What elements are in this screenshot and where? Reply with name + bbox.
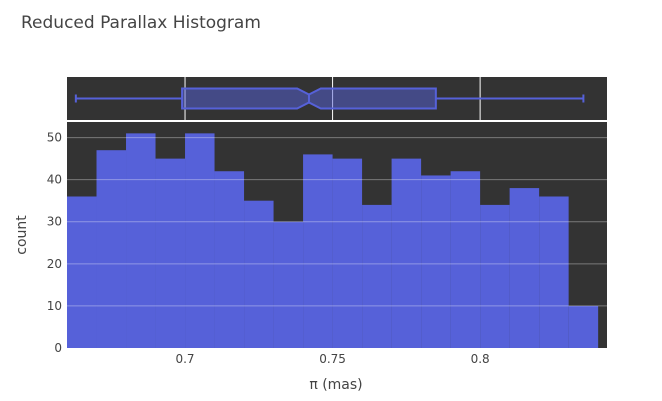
y-tick-label: 10	[47, 299, 62, 313]
histogram-bar	[126, 133, 156, 348]
y-tick-label: 30	[47, 215, 62, 229]
histogram-bar	[450, 171, 481, 348]
x-tick-label: 0.7	[175, 352, 194, 366]
x-axis-ticks: 0.7 0.75 0.8	[175, 352, 489, 366]
histogram-bar	[273, 221, 304, 348]
x-axis-title: π (mas)	[309, 377, 362, 393]
chart-title: Reduced Parallax Histogram	[21, 13, 261, 33]
histogram-bars	[67, 133, 599, 348]
histogram-panel: 0 10 20 30 40 50 0.7 0.75 0.8	[47, 122, 607, 366]
x-tick-label: 0.75	[319, 352, 346, 366]
histogram-bar	[214, 171, 245, 348]
y-tick-label: 50	[47, 131, 62, 145]
y-tick-label: 0	[54, 341, 62, 355]
y-tick-label: 20	[47, 257, 62, 271]
histogram-bar	[421, 175, 451, 348]
histogram-gridlines	[67, 137, 607, 307]
histogram-bar	[303, 154, 333, 348]
histogram-bar	[155, 158, 186, 348]
y-axis-title: count	[14, 215, 30, 255]
histogram-bar	[509, 188, 540, 348]
x-tick-label: 0.8	[471, 352, 490, 366]
histogram-bar	[244, 200, 274, 348]
boxplot-panel	[67, 77, 607, 120]
y-axis-ticks: 0 10 20 30 40 50	[47, 131, 62, 355]
histogram-bar	[96, 150, 127, 348]
histogram-bar	[67, 196, 97, 348]
histogram-bar	[362, 204, 392, 348]
y-tick-label: 40	[47, 173, 62, 187]
histogram-bar	[185, 133, 215, 348]
histogram-bar	[391, 158, 422, 348]
histogram-bar	[480, 204, 510, 348]
histogram-bar	[568, 305, 599, 348]
histogram-bar	[539, 196, 569, 348]
histogram-bar	[332, 158, 363, 348]
boxplot	[74, 87, 585, 110]
